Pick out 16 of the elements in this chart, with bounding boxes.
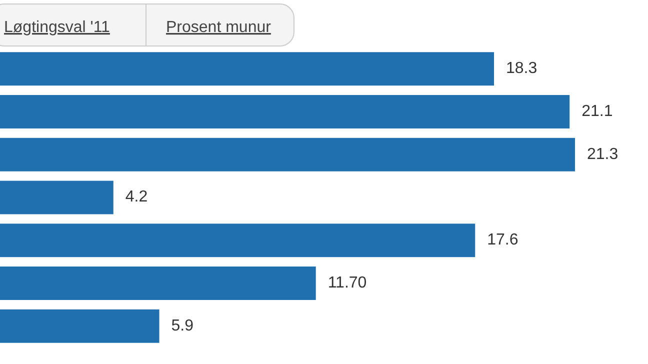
bar	[0, 180, 114, 214]
data-label: 4.2	[125, 188, 148, 206]
bar	[0, 309, 160, 343]
bar	[0, 52, 494, 86]
bar	[0, 224, 476, 258]
bar	[0, 138, 575, 172]
data-label: 11.70	[328, 274, 367, 292]
data-label: 18.3	[506, 60, 538, 78]
data-label: 5.9	[171, 317, 194, 334]
text: Prosent munur	[166, 19, 272, 36]
bar	[0, 266, 316, 300]
data-label: 21.3	[587, 146, 618, 163]
text: Løgtingsval '11	[4, 19, 110, 36]
bar	[0, 95, 570, 128]
data-label: 17.6	[487, 232, 518, 249]
data-label: 21.1	[582, 102, 613, 120]
